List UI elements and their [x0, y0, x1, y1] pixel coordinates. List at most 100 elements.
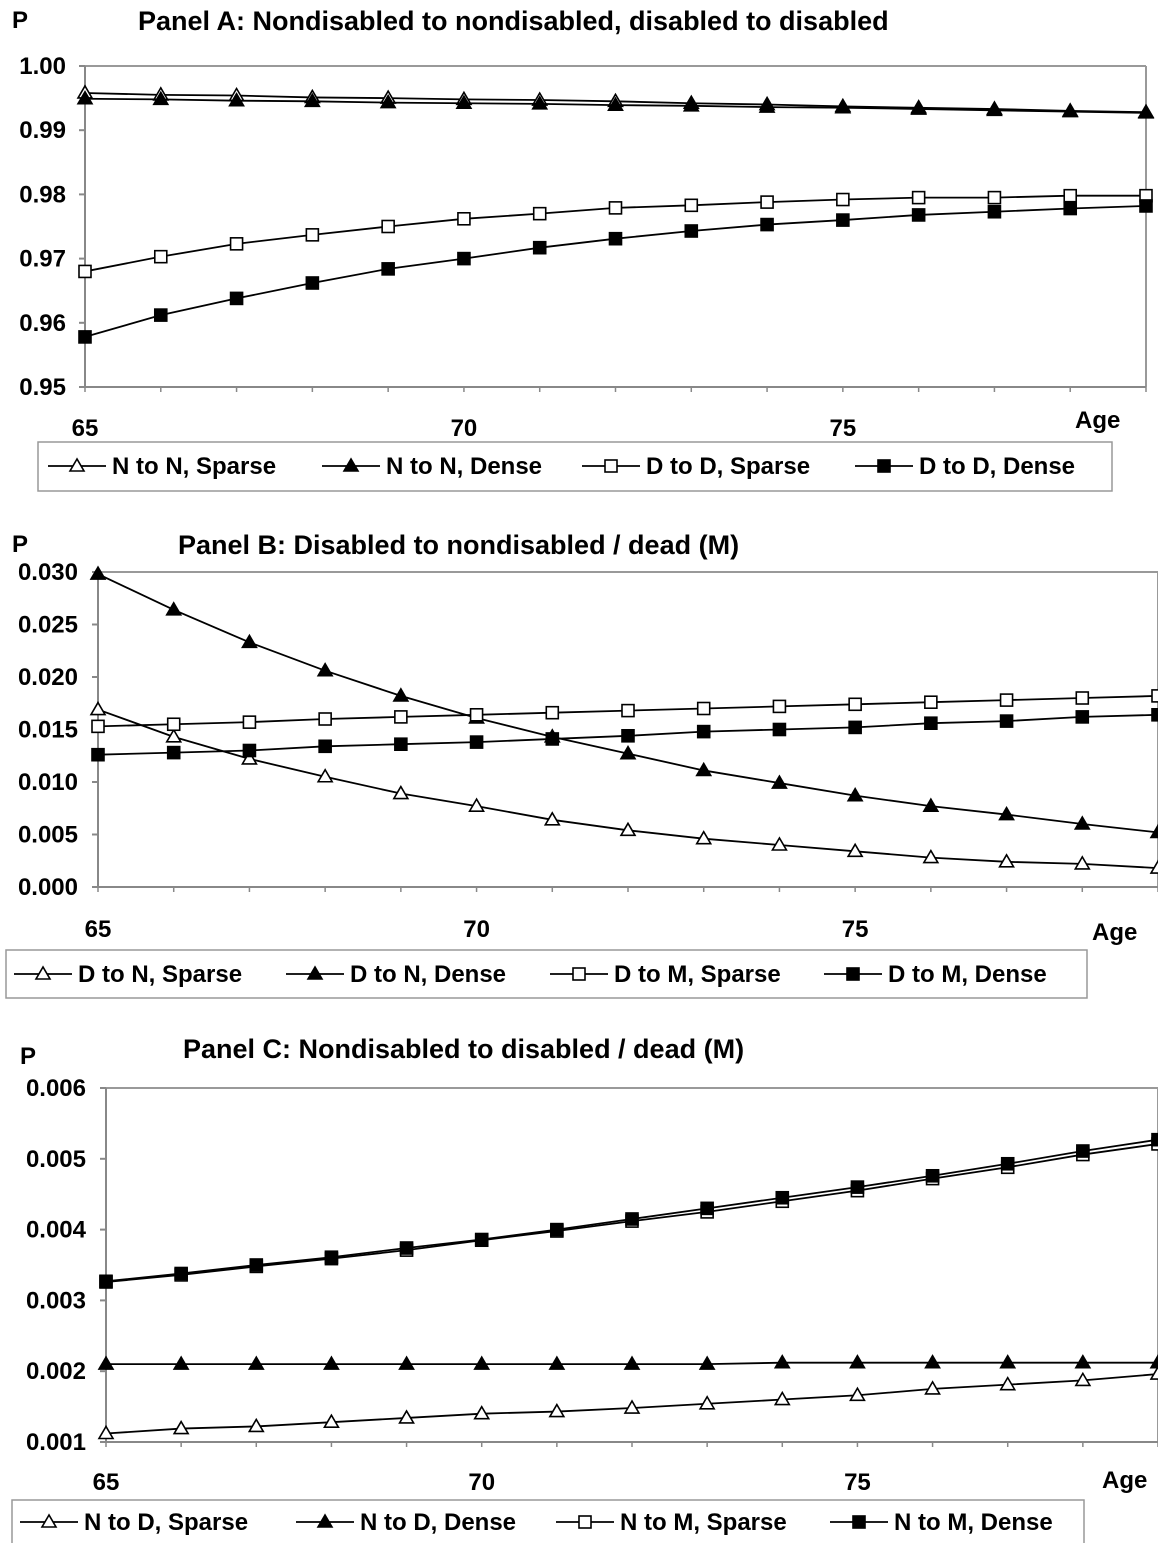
x-tick-label: 65: [85, 916, 112, 943]
data-point: [772, 699, 787, 714]
panel-b-x-label: Age: [1092, 919, 1137, 946]
data-point: [76, 90, 94, 105]
data-point: [174, 1266, 188, 1281]
data-point: [394, 710, 408, 724]
data-point: [772, 722, 787, 737]
data-point: [1000, 1156, 1015, 1171]
panel-a-title: Panel A: Nondisabled to nondisabled, dis…: [138, 6, 889, 36]
data-point: [89, 700, 107, 716]
panel-a: Panel A: Nondisabled to nondisabled, dis…: [12, 6, 1155, 492]
data-point: [1075, 710, 1090, 724]
panel-a-y-label: P: [12, 7, 28, 34]
data-point: [987, 204, 1002, 219]
data-point: [166, 717, 181, 732]
data-point: [925, 1168, 940, 1183]
data-point: [303, 92, 321, 108]
y-tick-label: 0.025: [18, 612, 78, 639]
data-point: [318, 712, 332, 726]
data-point: [543, 811, 561, 826]
data-point: [392, 784, 410, 800]
data-point: [1074, 1354, 1092, 1369]
y-tick-label: 0.020: [18, 664, 78, 691]
data-point: [316, 662, 334, 677]
legend-box: [37, 441, 1113, 492]
data-point: [773, 1354, 791, 1369]
y-tick-label: 0.96: [19, 310, 66, 337]
y-tick-label: 0.015: [18, 717, 78, 744]
data-point: [394, 737, 408, 752]
data-point: [455, 94, 473, 110]
y-tick-label: 0.006: [26, 1075, 86, 1102]
data-point: [305, 228, 320, 242]
legend-marker: [34, 965, 52, 980]
data-point: [381, 219, 395, 234]
data-point: [457, 251, 471, 266]
panel-a-x-label: Age: [1075, 407, 1120, 434]
panel-c-series-1: [97, 1365, 1158, 1440]
data-point: [911, 190, 926, 205]
data-point: [242, 743, 257, 758]
legend-marker: [846, 967, 860, 981]
data-point: [241, 633, 258, 649]
data-point: [1151, 689, 1158, 703]
legend-marker: [40, 1513, 58, 1528]
data-point: [1149, 1354, 1158, 1369]
data-point: [760, 195, 774, 209]
data-point: [924, 1354, 941, 1369]
data-point: [910, 100, 928, 115]
data-point: [532, 206, 547, 221]
data-point: [1149, 859, 1158, 874]
data-point: [621, 728, 635, 743]
panel-c-legend: N to D, Sparse N to D, Dense N to M, Spars…: [11, 1499, 1085, 1543]
data-point: [924, 716, 938, 731]
data-point: [468, 797, 485, 812]
legend-entry: D to D, Sparse: [646, 453, 810, 480]
data-point: [758, 98, 776, 113]
data-point: [381, 262, 395, 276]
data-point: [607, 96, 624, 111]
y-tick-label: 1.00: [19, 53, 66, 80]
panel-b-legend: D to N, Sparse D to N, Dense D to M, Spars…: [5, 949, 1088, 999]
data-point: [242, 715, 257, 729]
data-point: [99, 1274, 113, 1289]
y-tick-label: 0.030: [18, 559, 78, 586]
data-point: [97, 1355, 115, 1370]
panel-c-y-label: P: [20, 1043, 36, 1070]
data-point: [850, 1180, 865, 1194]
data-point: [1073, 815, 1091, 830]
data-point: [773, 1390, 791, 1406]
data-point: [249, 1258, 264, 1272]
y-tick-label: 0.010: [18, 769, 78, 796]
data-point: [89, 565, 107, 580]
x-tick-label: 65: [93, 1469, 120, 1496]
data-point: [247, 1417, 265, 1433]
data-point: [771, 774, 788, 789]
data-point: [1075, 691, 1090, 705]
y-tick-label: 0.98: [19, 181, 66, 208]
data-point: [608, 201, 623, 215]
legend-entry: N to M, Dense: [894, 1509, 1053, 1536]
panel-c-series-4: [99, 1132, 1158, 1289]
data-point: [623, 1399, 641, 1414]
series-line: [105, 1138, 1158, 1283]
legend-marker: [604, 459, 618, 473]
data-point: [545, 732, 560, 746]
x-tick-label: 75: [844, 1469, 871, 1496]
data-point: [172, 1419, 190, 1435]
data-point: [469, 735, 484, 749]
legend-marker: [877, 459, 891, 473]
data-point: [849, 1354, 866, 1369]
data-point: [1063, 201, 1078, 216]
data-point: [166, 745, 181, 760]
panel-a-legend: N to N, Sparse N to N, Dense D to D, Spars…: [37, 441, 1113, 492]
data-point: [619, 821, 637, 837]
y-tick-label: 0.002: [26, 1358, 86, 1385]
data-point: [153, 249, 168, 264]
data-point: [229, 237, 244, 251]
data-point: [531, 95, 549, 110]
x-tick-label: 75: [830, 415, 857, 442]
data-point: [834, 99, 852, 114]
data-point: [619, 745, 637, 760]
data-point: [398, 1355, 415, 1370]
data-point: [924, 1380, 941, 1395]
